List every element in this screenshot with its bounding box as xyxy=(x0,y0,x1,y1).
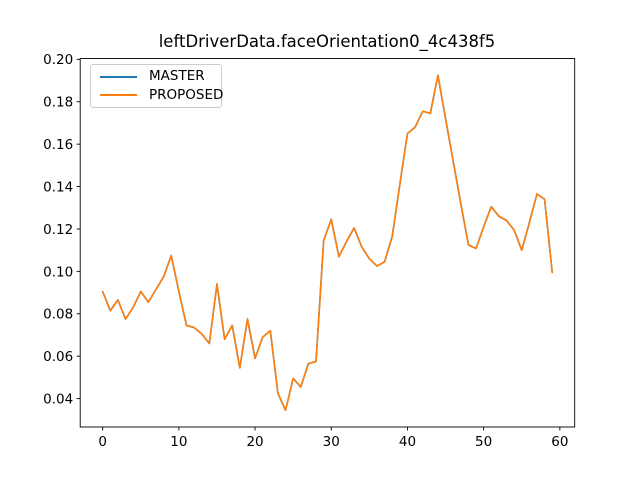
legend-label-proposed: PROPOSED xyxy=(149,86,224,103)
axes-spines xyxy=(79,58,576,428)
legend-swatch-master xyxy=(100,75,137,78)
y-tick-label: 0.20 xyxy=(43,52,73,68)
proposed-line xyxy=(101,74,554,412)
x-tick-label: 40 xyxy=(399,434,416,450)
x-tick-label: 10 xyxy=(170,434,187,450)
y-tick-label: 0.10 xyxy=(43,264,73,280)
legend-label-master: MASTER xyxy=(149,68,205,84)
legend-swatch-proposed xyxy=(100,94,137,97)
y-tick-label: 0.18 xyxy=(43,95,73,111)
legend-entry-proposed: PROPOSED xyxy=(100,88,223,103)
x-tick-label: 50 xyxy=(475,434,492,450)
y-tick-label: 0.04 xyxy=(43,391,73,407)
x-tick-label: 30 xyxy=(323,434,340,450)
x-tick-label: 60 xyxy=(551,434,568,450)
y-tick-label: 0.12 xyxy=(43,222,73,238)
plot-area: 0 10 20 30 40 50 60 0.04 0.06 0.08 0.10 0.12 0.14 0.1… xyxy=(43,52,576,450)
x-tick-label: 0 xyxy=(98,434,107,450)
y-tick-label: 0.16 xyxy=(43,137,73,153)
y-tick-label: 0.08 xyxy=(43,307,73,323)
chart-title: leftDriverData.faceOrientation0_4c438f5 xyxy=(159,32,496,52)
master-line xyxy=(101,74,554,412)
legend-entry-master: MASTER xyxy=(100,68,213,84)
x-tick-label: 20 xyxy=(246,434,263,450)
y-tick-label: 0.14 xyxy=(43,179,73,195)
y-tick-label: 0.06 xyxy=(43,349,73,365)
legend: MASTER PROPOSED xyxy=(90,64,223,108)
